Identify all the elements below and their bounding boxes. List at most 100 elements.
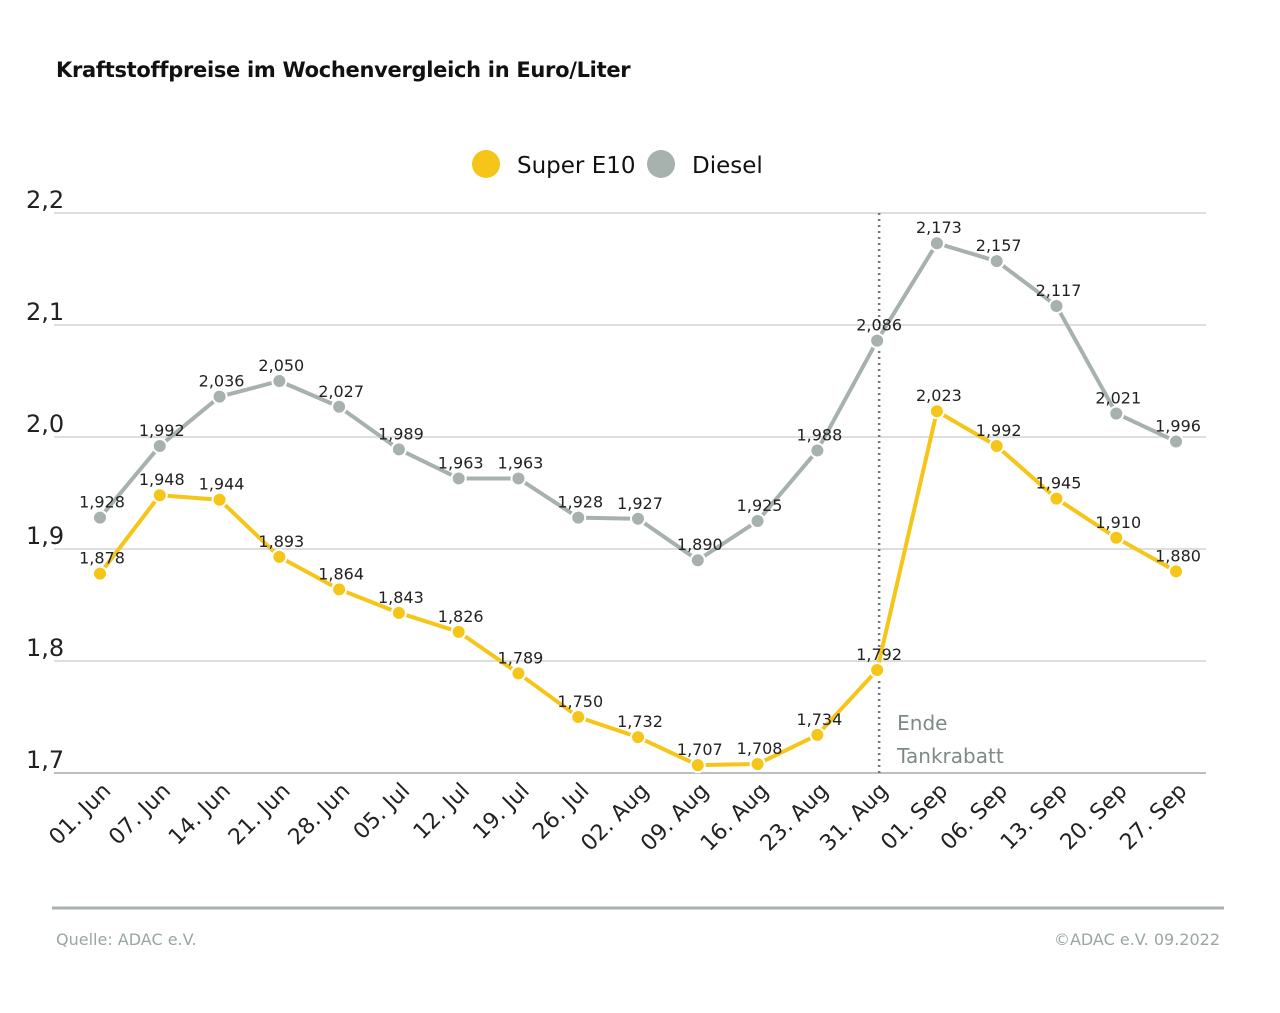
- annotation-text: Tankrabatt: [896, 744, 1004, 768]
- data-label: 1,963: [438, 453, 484, 472]
- data-point: [450, 470, 467, 487]
- data-point: [92, 565, 108, 582]
- data-point: [151, 487, 168, 504]
- data-point: [928, 235, 945, 252]
- data-point: [271, 373, 288, 389]
- data-label: 1,944: [199, 475, 245, 494]
- data-label: 1,880: [1155, 546, 1201, 565]
- data-point: [1048, 297, 1065, 314]
- data-point: [331, 581, 348, 598]
- y-tick-label: 1,9: [26, 522, 64, 550]
- data-label: 1,792: [856, 645, 902, 664]
- data-label: 1,843: [378, 588, 424, 607]
- data-point: [331, 398, 348, 415]
- data-label: 1,945: [1036, 474, 1082, 493]
- data-label: 1,988: [796, 425, 842, 444]
- data-point: [390, 441, 407, 458]
- data-label: 1,708: [737, 739, 783, 758]
- data-label: 1,948: [139, 470, 185, 489]
- data-label: 2,036: [199, 372, 245, 391]
- data-point: [630, 510, 647, 527]
- annotation-text: Ende: [897, 711, 947, 735]
- data-label: 2,157: [976, 236, 1022, 255]
- data-point: [271, 548, 288, 565]
- legend-label: Super E10: [517, 153, 636, 179]
- x-tick-label: 21. Jun: [224, 779, 296, 851]
- data-point: [570, 509, 587, 526]
- data-point: [689, 552, 706, 569]
- data-point: [1108, 405, 1125, 422]
- data-point: [390, 604, 407, 621]
- data-label: 1,878: [79, 549, 125, 568]
- data-point: [869, 332, 886, 349]
- data-label: 1,893: [258, 532, 304, 551]
- data-point: [809, 726, 826, 743]
- data-label: 2,027: [318, 382, 364, 401]
- legend-marker: [472, 150, 500, 178]
- data-label: 1,996: [1155, 416, 1201, 435]
- data-label: 1,826: [438, 607, 484, 626]
- data-label: 1,789: [498, 648, 544, 667]
- y-tick-label: 2,1: [26, 298, 64, 326]
- data-label: 2,021: [1095, 388, 1141, 407]
- data-label: 1,992: [139, 421, 185, 440]
- data-label: 1,910: [1095, 513, 1141, 532]
- data-point: [689, 757, 706, 774]
- data-label: 2,050: [258, 356, 304, 375]
- data-point: [988, 437, 1005, 454]
- data-label: 1,707: [677, 740, 723, 759]
- x-tick-label: 27. Sep: [1116, 779, 1193, 856]
- data-label: 2,086: [856, 316, 902, 335]
- data-label: 1,989: [378, 424, 424, 443]
- data-point: [1048, 490, 1065, 507]
- data-point: [988, 253, 1005, 270]
- data-label: 1,750: [557, 692, 603, 711]
- data-label: 1,925: [737, 496, 783, 515]
- x-tick-label: 19. Jul: [469, 779, 535, 845]
- data-point: [510, 470, 527, 487]
- chart-title: Kraftstoffpreise im Wochenvergleich in E…: [56, 58, 631, 82]
- data-point: [211, 491, 228, 508]
- y-tick-label: 1,7: [26, 746, 64, 774]
- x-tick-label: 28. Jun: [284, 779, 356, 851]
- data-label: 1,734: [796, 710, 842, 729]
- data-label: 2,023: [916, 386, 962, 405]
- data-point: [211, 388, 228, 405]
- y-tick-label: 2,2: [26, 186, 64, 214]
- data-point: [1168, 563, 1185, 580]
- data-point: [809, 442, 826, 459]
- x-tick-label: 14. Jun: [164, 779, 236, 851]
- data-label: 2,173: [916, 218, 962, 237]
- source-note: Quelle: ADAC e.V.: [56, 930, 197, 949]
- data-point: [510, 665, 527, 682]
- data-point: [450, 623, 467, 640]
- data-point: [749, 756, 766, 773]
- y-tick-label: 1,8: [26, 634, 64, 662]
- x-tick-label: 01. Jun: [45, 779, 117, 851]
- data-point: [749, 513, 766, 529]
- data-point: [928, 403, 945, 420]
- y-tick-label: 2,0: [26, 410, 64, 438]
- data-label: 1,732: [617, 712, 663, 731]
- legend-marker: [647, 150, 675, 178]
- data-label: 1,890: [677, 535, 723, 554]
- data-point: [1108, 529, 1125, 546]
- data-label: 1,927: [617, 494, 663, 513]
- x-tick-label: 07. Jun: [104, 779, 176, 851]
- data-point: [1168, 433, 1185, 450]
- data-point: [869, 661, 886, 678]
- data-label: 1,864: [318, 564, 364, 583]
- x-tick-label: 12. Jul: [409, 779, 475, 845]
- data-point: [570, 709, 587, 725]
- data-label: 1,928: [79, 493, 125, 512]
- legend-label: Diesel: [692, 153, 763, 179]
- data-point: [630, 729, 647, 746]
- data-point: [92, 509, 108, 526]
- data-label: 1,928: [557, 493, 603, 512]
- copyright-note: ©ADAC e.V. 09.2022: [1053, 930, 1220, 949]
- data-label: 2,117: [1036, 281, 1082, 300]
- data-label: 1,992: [976, 421, 1022, 440]
- data-point: [151, 437, 168, 454]
- x-tick-label: 05. Jul: [349, 779, 415, 845]
